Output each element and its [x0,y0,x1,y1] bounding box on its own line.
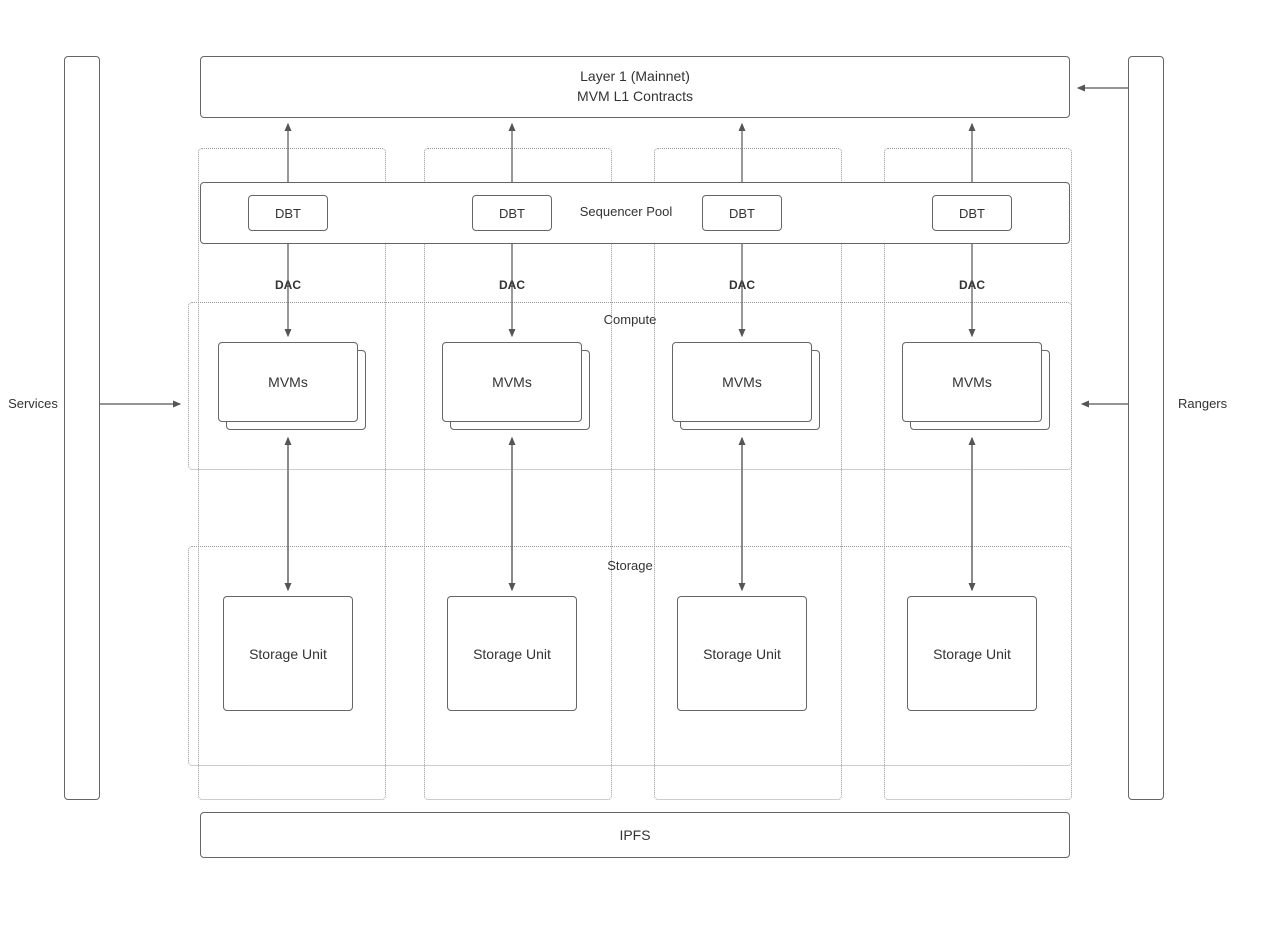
dac-label-3: DAC [712,278,772,292]
layer1-box: Layer 1 (Mainnet) MVM L1 Contracts [200,56,1070,118]
dac-label-1: DAC [258,278,318,292]
storage-unit-3: Storage Unit [677,596,807,711]
sequencer-label: Sequencer Pool [566,204,686,219]
storage-unit-4: Storage Unit [907,596,1037,711]
ipfs-box: IPFS [200,812,1070,858]
dbt-box-2: DBT [472,195,552,231]
storage-unit-1: Storage Unit [223,596,353,711]
layer1-line1: Layer 1 (Mainnet) [580,67,690,87]
mvms-box-2: MVMs [442,342,582,422]
storage-label: Storage [580,558,680,573]
dbt-box-3: DBT [702,195,782,231]
services-label: Services [4,396,62,411]
compute-label: Compute [580,312,680,327]
dbt-box-4: DBT [932,195,1012,231]
diagram-canvas: Layer 1 (Mainnet) MVM L1 Contracts Servi… [0,0,1280,926]
dbt-box-1: DBT [248,195,328,231]
mvms-box-1: MVMs [218,342,358,422]
dac-label-4: DAC [942,278,1002,292]
rangers-label: Rangers [1178,396,1248,411]
mvms-box-3: MVMs [672,342,812,422]
mvms-box-4: MVMs [902,342,1042,422]
rangers-box [1128,56,1164,800]
storage-unit-2: Storage Unit [447,596,577,711]
dac-label-2: DAC [482,278,542,292]
services-box [64,56,100,800]
layer1-line2: MVM L1 Contracts [577,87,693,107]
